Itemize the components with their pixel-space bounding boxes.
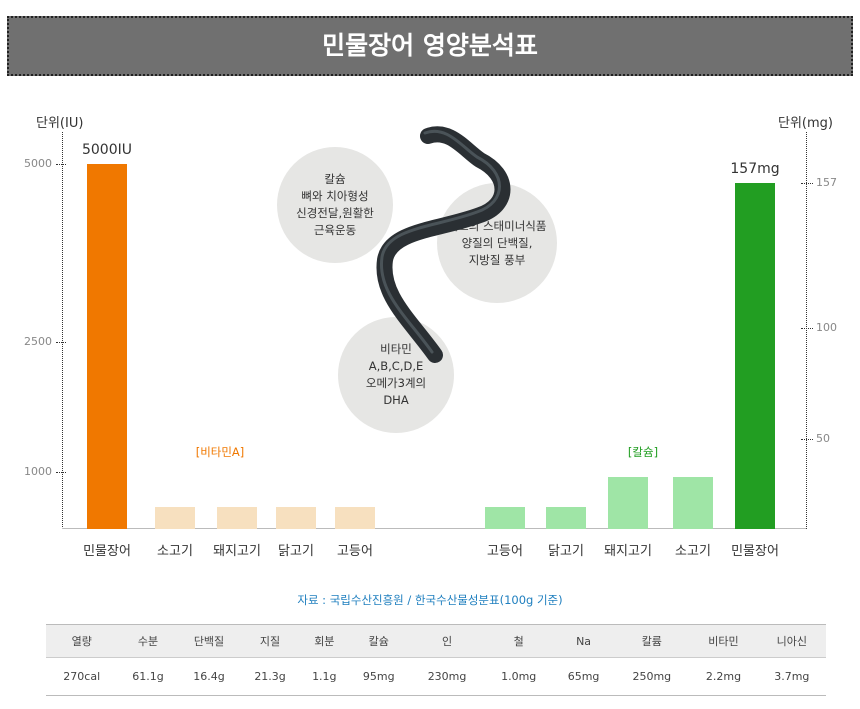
category-label: 고등어 [337, 544, 373, 559]
bar-1-2 [608, 476, 648, 529]
left-axis-unit: 단위(IU) [36, 116, 84, 131]
right-tick: 50 [816, 432, 830, 445]
table-row: 270cal 61.1g 16.4g 21.3g 1.1g 95mg 230mg 1.0mg 6… [46, 657, 826, 696]
table-cell: 1.0mg [484, 657, 553, 696]
table-cell: 3.7mg [757, 657, 826, 696]
table-cell: 21.3g [239, 657, 301, 696]
tick-mark [801, 328, 813, 329]
tick-mark [56, 472, 66, 473]
table-cell: 65mg [552, 657, 615, 696]
right-tick: 157 [816, 176, 837, 189]
left-tick: 1000 [24, 465, 52, 478]
table-header: 니아신 [757, 624, 826, 658]
table-header: 회분 [300, 624, 349, 658]
bubble-line: DHA [383, 393, 409, 407]
table-cell: 250mg [614, 657, 690, 696]
bar-1-0 [485, 507, 525, 529]
bubble-line: 뼈와 치아형성 [301, 189, 369, 203]
bubble-line: 비타민 [380, 342, 412, 356]
category-label: 돼지고기 [213, 544, 261, 559]
category-label: 소고기 [675, 544, 711, 559]
bar-1-3 [673, 476, 713, 529]
bar-1-4 [735, 183, 775, 529]
table-cell: 2.2mg [689, 657, 758, 696]
eel-image [376, 126, 511, 363]
category-label: 고등어 [487, 544, 523, 559]
table-header: 수분 [117, 624, 179, 658]
table-header: 지질 [239, 624, 301, 658]
category-label: 민물장어 [83, 544, 131, 559]
bubble-line: 근육운동 [313, 223, 357, 237]
table-cell: 16.4g [178, 657, 240, 696]
table-header: 칼륨 [614, 624, 690, 658]
vitamin-a-label: [비타민A] [195, 445, 245, 459]
value-label: 5000IU [81, 142, 132, 158]
table-cell: 61.1g [117, 657, 179, 696]
bar-0-4 [335, 506, 375, 529]
bubble-line: 신경전달,원활한 [296, 206, 374, 220]
bubble-line: 칼슘 [324, 172, 346, 186]
category-label: 닭고기 [278, 544, 314, 559]
calcium-label: [칼슘] [627, 445, 659, 459]
tick-mark [56, 164, 66, 165]
nutrition-table: 열량 수분 단백질 지질 회분 칼슘 인 철 Na 칼륨 비타민 니아신 270cal 61.1g 16.… [46, 624, 826, 696]
table-header: 철 [484, 624, 553, 658]
bar-0-3 [276, 506, 316, 529]
table-cell: 95mg [348, 657, 410, 696]
baseline [62, 528, 806, 529]
table-cell: 230mg [409, 657, 485, 696]
page-title: 민물장어 영양분석표 [7, 16, 853, 76]
bar-0-0 [87, 164, 127, 529]
category-label: 소고기 [157, 544, 193, 559]
category-label: 돼지고기 [604, 544, 652, 559]
bar-0-2 [217, 506, 257, 529]
bubble-line: 오메가3계의 [365, 376, 427, 390]
bubble-line: A,B,C,D,E [368, 359, 424, 373]
bubble-line: 양질의 단백질, [461, 235, 533, 250]
table-cell: 1.1g [300, 657, 349, 696]
left-tick: 2500 [24, 335, 52, 348]
table-header: 칼슘 [348, 624, 410, 658]
table-header: Na [552, 624, 615, 658]
table-header: 단백질 [178, 624, 240, 658]
table-header: 열량 [46, 624, 118, 658]
right-axis-unit: 단위(mg) [778, 116, 833, 131]
bubble-line: 지방질 풍부 [468, 252, 526, 267]
tick-mark [801, 183, 813, 184]
category-label: 민물장어 [731, 544, 779, 559]
bubble-vitamin: 비타민 A,B,C,D,E 오메가3계의 DHA [338, 317, 454, 433]
left-tick: 5000 [24, 157, 52, 170]
source-note: 자료 : 국립수산진흥원 / 한국수산물성분표(100g 기준) [297, 593, 563, 607]
table-header: 비타민 [689, 624, 758, 658]
table-cell: 270cal [46, 657, 118, 696]
bar-0-1 [155, 506, 195, 529]
right-tick: 100 [816, 321, 837, 334]
left-axis [62, 132, 63, 529]
right-axis [806, 132, 807, 529]
category-label: 닭고기 [548, 544, 584, 559]
tick-mark [56, 342, 66, 343]
table-header: 인 [409, 624, 485, 658]
tick-mark [801, 439, 813, 440]
value-label: 157mg [730, 161, 780, 177]
bar-1-1 [546, 507, 586, 529]
